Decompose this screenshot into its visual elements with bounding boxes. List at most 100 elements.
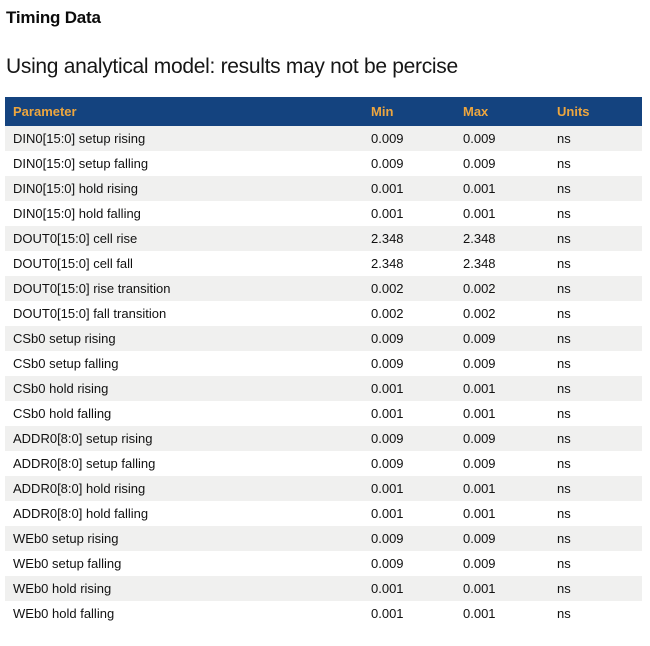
table-row: WEb0 hold falling 0.001 0.001 ns <box>5 601 642 626</box>
table-row: ADDR0[8:0] hold falling 0.001 0.001 ns <box>5 501 642 526</box>
cell-units: ns <box>557 606 571 621</box>
cell-units: ns <box>557 581 571 596</box>
cell-parameter: DIN0[15:0] hold falling <box>13 206 141 221</box>
cell-min: 2.348 <box>371 256 404 271</box>
cell-min: 0.001 <box>371 206 404 221</box>
cell-parameter: DIN0[15:0] setup falling <box>13 156 149 171</box>
cell-units: ns <box>557 556 571 571</box>
table-row: DOUT0[15:0] cell fall 2.348 2.348 ns <box>5 251 642 276</box>
cell-units: ns <box>557 481 571 496</box>
column-header-max: Max <box>463 97 557 126</box>
table-row: WEb0 hold rising 0.001 0.001 ns <box>5 576 642 601</box>
cell-parameter: ADDR0[8:0] hold rising <box>13 481 146 496</box>
cell-min: 0.002 <box>371 306 404 321</box>
timing-report-page: Timing Data Using analytical model: resu… <box>5 8 642 626</box>
page-subtitle: Using analytical model: results may not … <box>6 55 458 78</box>
cell-min: 0.009 <box>371 431 404 446</box>
cell-max: 0.009 <box>463 556 496 571</box>
cell-parameter: DOUT0[15:0] fall transition <box>13 306 167 321</box>
cell-max: 0.001 <box>463 606 496 621</box>
cell-min: 0.001 <box>371 481 404 496</box>
cell-min: 0.001 <box>371 406 404 421</box>
cell-min: 0.009 <box>371 456 404 471</box>
cell-max: 2.348 <box>463 256 496 271</box>
cell-units: ns <box>557 356 571 371</box>
cell-units: ns <box>557 406 571 421</box>
table-row: ADDR0[8:0] setup rising 0.009 0.009 ns <box>5 426 642 451</box>
cell-min: 0.009 <box>371 331 404 346</box>
cell-max: 0.002 <box>463 306 496 321</box>
table-row: DOUT0[15:0] rise transition 0.002 0.002 … <box>5 276 642 301</box>
cell-units: ns <box>557 181 571 196</box>
cell-max: 0.001 <box>463 481 496 496</box>
cell-parameter: CSb0 setup rising <box>13 331 116 346</box>
table-row: DIN0[15:0] hold rising 0.001 0.001 ns <box>5 176 642 201</box>
column-header-parameter: Parameter <box>5 97 371 126</box>
cell-units: ns <box>557 531 571 546</box>
cell-max: 0.001 <box>463 406 496 421</box>
cell-min: 0.001 <box>371 581 404 596</box>
cell-units: ns <box>557 331 571 346</box>
cell-max: 0.001 <box>463 581 496 596</box>
cell-units: ns <box>557 131 571 146</box>
cell-max: 0.009 <box>463 431 496 446</box>
cell-parameter: ADDR0[8:0] hold falling <box>13 506 149 521</box>
table-row: DOUT0[15:0] fall transition 0.002 0.002 … <box>5 301 642 326</box>
cell-units: ns <box>557 231 571 246</box>
cell-min: 0.009 <box>371 531 404 546</box>
cell-max: 0.001 <box>463 206 496 221</box>
cell-units: ns <box>557 156 571 171</box>
cell-max: 0.001 <box>463 506 496 521</box>
cell-parameter: WEb0 hold falling <box>13 606 115 621</box>
cell-units: ns <box>557 506 571 521</box>
cell-parameter: DOUT0[15:0] cell rise <box>13 231 138 246</box>
table-row: WEb0 setup falling 0.009 0.009 ns <box>5 551 642 576</box>
cell-max: 2.348 <box>463 231 496 246</box>
cell-parameter: ADDR0[8:0] setup falling <box>13 456 156 471</box>
table-header-row: Parameter Min Max Units <box>5 97 642 126</box>
cell-parameter: DOUT0[15:0] cell fall <box>13 256 133 271</box>
table-body: DIN0[15:0] setup rising 0.009 0.009 ns D… <box>5 126 642 626</box>
cell-min: 0.001 <box>371 181 404 196</box>
table-row: DIN0[15:0] setup falling 0.009 0.009 ns <box>5 151 642 176</box>
cell-parameter: CSb0 setup falling <box>13 356 119 371</box>
cell-max: 0.009 <box>463 131 496 146</box>
cell-units: ns <box>557 381 571 396</box>
cell-min: 2.348 <box>371 231 404 246</box>
table-row: WEb0 setup rising 0.009 0.009 ns <box>5 526 642 551</box>
cell-units: ns <box>557 281 571 296</box>
cell-parameter: CSb0 hold falling <box>13 406 112 421</box>
table-row: CSb0 setup rising 0.009 0.009 ns <box>5 326 642 351</box>
cell-units: ns <box>557 306 571 321</box>
cell-units: ns <box>557 456 571 471</box>
cell-units: ns <box>557 431 571 446</box>
cell-min: 0.001 <box>371 506 404 521</box>
cell-max: 0.009 <box>463 331 496 346</box>
cell-min: 0.009 <box>371 156 404 171</box>
cell-min: 0.009 <box>371 131 404 146</box>
cell-parameter: WEb0 setup rising <box>13 531 119 546</box>
cell-min: 0.009 <box>371 556 404 571</box>
cell-parameter: WEb0 hold rising <box>13 581 112 596</box>
cell-parameter: WEb0 setup falling <box>13 556 122 571</box>
cell-parameter: DIN0[15:0] hold rising <box>13 181 139 196</box>
cell-min: 0.002 <box>371 281 404 296</box>
cell-max: 0.009 <box>463 156 496 171</box>
timing-data-table: Parameter Min Max Units DIN0[15:0] setup… <box>5 97 642 626</box>
table-row: DIN0[15:0] hold falling 0.001 0.001 ns <box>5 201 642 226</box>
table-row: CSb0 setup falling 0.009 0.009 ns <box>5 351 642 376</box>
table-row: DIN0[15:0] setup rising 0.009 0.009 ns <box>5 126 642 151</box>
cell-max: 0.001 <box>463 381 496 396</box>
cell-parameter: DOUT0[15:0] rise transition <box>13 281 171 296</box>
table-row: CSb0 hold falling 0.001 0.001 ns <box>5 401 642 426</box>
cell-max: 0.001 <box>463 181 496 196</box>
cell-units: ns <box>557 256 571 271</box>
cell-parameter: ADDR0[8:0] setup rising <box>13 431 153 446</box>
cell-min: 0.009 <box>371 356 404 371</box>
page-title: Timing Data <box>6 8 101 27</box>
table-row: ADDR0[8:0] setup falling 0.009 0.009 ns <box>5 451 642 476</box>
table-row: ADDR0[8:0] hold rising 0.001 0.001 ns <box>5 476 642 501</box>
cell-parameter: DIN0[15:0] setup rising <box>13 131 146 146</box>
cell-min: 0.001 <box>371 381 404 396</box>
cell-parameter: CSb0 hold rising <box>13 381 109 396</box>
